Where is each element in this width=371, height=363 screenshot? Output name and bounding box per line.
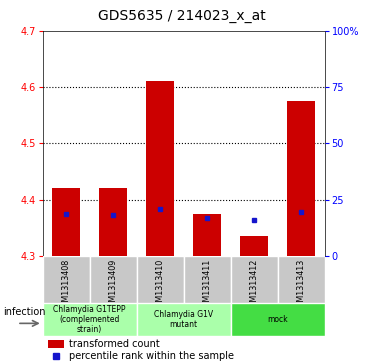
Bar [231, 256, 278, 303]
Bar [43, 303, 137, 336]
Bar [193, 214, 221, 256]
Text: transformed count: transformed count [69, 339, 160, 349]
Bar [146, 82, 174, 256]
Bar [231, 303, 325, 336]
Bar [52, 188, 80, 256]
Bar [184, 256, 231, 303]
Text: GSM1313411: GSM1313411 [203, 258, 211, 311]
Text: GDS5635 / 214023_x_at: GDS5635 / 214023_x_at [98, 9, 266, 23]
Bar [48, 340, 64, 348]
Text: mock: mock [267, 315, 288, 324]
Bar [287, 101, 315, 256]
Bar [137, 256, 184, 303]
Text: Chlamydia G1TEPP
(complemented
strain): Chlamydia G1TEPP (complemented strain) [53, 305, 126, 334]
Bar [278, 256, 325, 303]
Bar [43, 256, 90, 303]
Text: percentile rank within the sample: percentile rank within the sample [69, 351, 234, 361]
Text: infection: infection [3, 307, 46, 317]
Bar [90, 256, 137, 303]
Text: GSM1313408: GSM1313408 [62, 258, 70, 311]
Text: GSM1313410: GSM1313410 [156, 258, 165, 311]
Text: GSM1313409: GSM1313409 [109, 258, 118, 312]
Bar [99, 188, 127, 256]
Text: Chlamydia G1V
mutant: Chlamydia G1V mutant [154, 310, 213, 329]
Bar [137, 303, 231, 336]
Text: GSM1313412: GSM1313412 [250, 258, 259, 312]
Text: GSM1313413: GSM1313413 [297, 258, 306, 311]
Bar [240, 236, 268, 256]
